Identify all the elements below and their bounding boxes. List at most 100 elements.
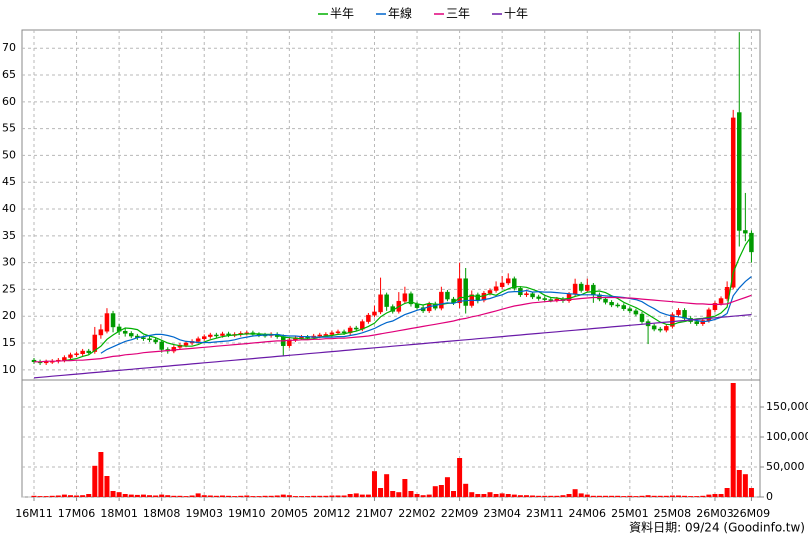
candle-body <box>603 298 608 303</box>
volume-bar <box>98 452 104 497</box>
candle-body <box>651 325 657 330</box>
volume-bar <box>177 495 183 497</box>
volume-bar <box>724 488 730 497</box>
volume-bar <box>250 496 256 497</box>
y2-tick-label: 100,000 <box>766 430 808 443</box>
y-tick-label: 55 <box>2 122 16 135</box>
y-tick-label: 70 <box>2 41 16 54</box>
x-tick-label: 17M06 <box>58 507 96 520</box>
candle-body <box>402 293 408 302</box>
volume-bar <box>517 495 523 497</box>
volume-bar <box>639 495 645 497</box>
y-tick-label: 45 <box>2 175 16 188</box>
volume-bar <box>262 495 268 497</box>
candle-body <box>439 291 444 309</box>
candle-body <box>214 334 219 337</box>
candle-body <box>572 283 578 295</box>
volume-bar <box>147 495 153 497</box>
volume-bar <box>475 494 481 497</box>
ma-line <box>64 236 752 362</box>
y2-tick-label: 0 <box>766 490 773 503</box>
volume-bar <box>718 494 724 497</box>
volume-bar <box>195 493 201 497</box>
volume-bar <box>201 495 207 497</box>
volume-bar <box>694 496 700 497</box>
volume-bar <box>171 495 177 497</box>
x-tick-label: 16M11 <box>15 507 53 520</box>
volume-bar <box>603 495 609 497</box>
candle-body <box>408 293 414 305</box>
candle-body <box>657 328 663 331</box>
volume-bar <box>335 495 341 497</box>
volume-bar <box>116 492 122 497</box>
volume-bar <box>378 488 384 497</box>
y-tick-label: 60 <box>2 95 16 108</box>
volume-bar <box>736 470 742 497</box>
volume-bar <box>74 495 80 497</box>
volume-bar <box>67 495 73 497</box>
volume-bar <box>548 495 554 497</box>
volume-bar <box>396 492 402 497</box>
volume-bar <box>134 494 140 497</box>
volume-bar <box>572 489 578 497</box>
x-tick-label: 20M12 <box>313 507 351 520</box>
volume-bar <box>159 494 165 497</box>
volume-bar <box>353 493 359 497</box>
volume-bar <box>49 495 55 497</box>
volume-bar <box>256 496 262 497</box>
candle-body <box>463 278 468 306</box>
volume-bar <box>578 493 584 497</box>
x-tick-label: 20M05 <box>271 507 309 520</box>
volume-bar <box>244 495 250 497</box>
volume-bar <box>110 491 116 497</box>
x-tick-label: 22M02 <box>398 507 436 520</box>
volume-bar <box>365 494 371 497</box>
candle-body <box>183 342 189 346</box>
volume-bar <box>645 495 651 497</box>
y-tick-label: 20 <box>2 309 16 322</box>
x-tick-label: 23M11 <box>526 507 564 520</box>
candle-body <box>445 291 450 300</box>
candle-body <box>299 336 304 339</box>
x-tick-label: 26M09 <box>733 507 771 520</box>
candle-body <box>536 296 541 299</box>
volume-bar <box>609 495 615 497</box>
candle-body <box>676 310 681 315</box>
volume-bar <box>706 494 712 497</box>
candle-body <box>104 313 110 332</box>
volume-bar <box>451 491 457 497</box>
volume-bar <box>675 495 681 497</box>
volume-bar <box>384 474 390 497</box>
candle-body <box>122 330 128 334</box>
candle-body <box>487 290 493 294</box>
candle-body <box>639 313 645 322</box>
candle-body <box>208 334 213 337</box>
volume-bar <box>536 495 542 497</box>
volume-bar <box>140 494 146 497</box>
candle-body <box>195 338 201 342</box>
candle-body <box>110 313 116 328</box>
candle-body <box>694 321 699 324</box>
volume-bar <box>268 495 274 497</box>
x-tick-label: 23M04 <box>483 507 521 520</box>
x-tick-label: 25M01 <box>611 507 649 520</box>
volume-bar <box>438 485 444 497</box>
volume-bar <box>444 477 450 497</box>
x-tick-label: 22M09 <box>441 507 479 520</box>
volume-bar <box>153 495 159 497</box>
candle-body <box>743 230 748 234</box>
candle-body <box>542 298 547 300</box>
volume-bar <box>742 474 748 497</box>
source-note: 資料日期: 09/24 (Goodinfo.tw) <box>629 521 805 535</box>
volume-bar <box>305 496 311 497</box>
volume-bar <box>688 496 694 497</box>
volume-bar <box>165 495 171 497</box>
volume-bar <box>542 495 548 497</box>
volume-bar <box>92 465 98 497</box>
candle-body <box>86 350 91 353</box>
candle-body <box>317 334 323 337</box>
plot-frame <box>21 29 761 498</box>
y-tick-label: 50 <box>2 148 16 161</box>
ma-line <box>33 314 752 379</box>
